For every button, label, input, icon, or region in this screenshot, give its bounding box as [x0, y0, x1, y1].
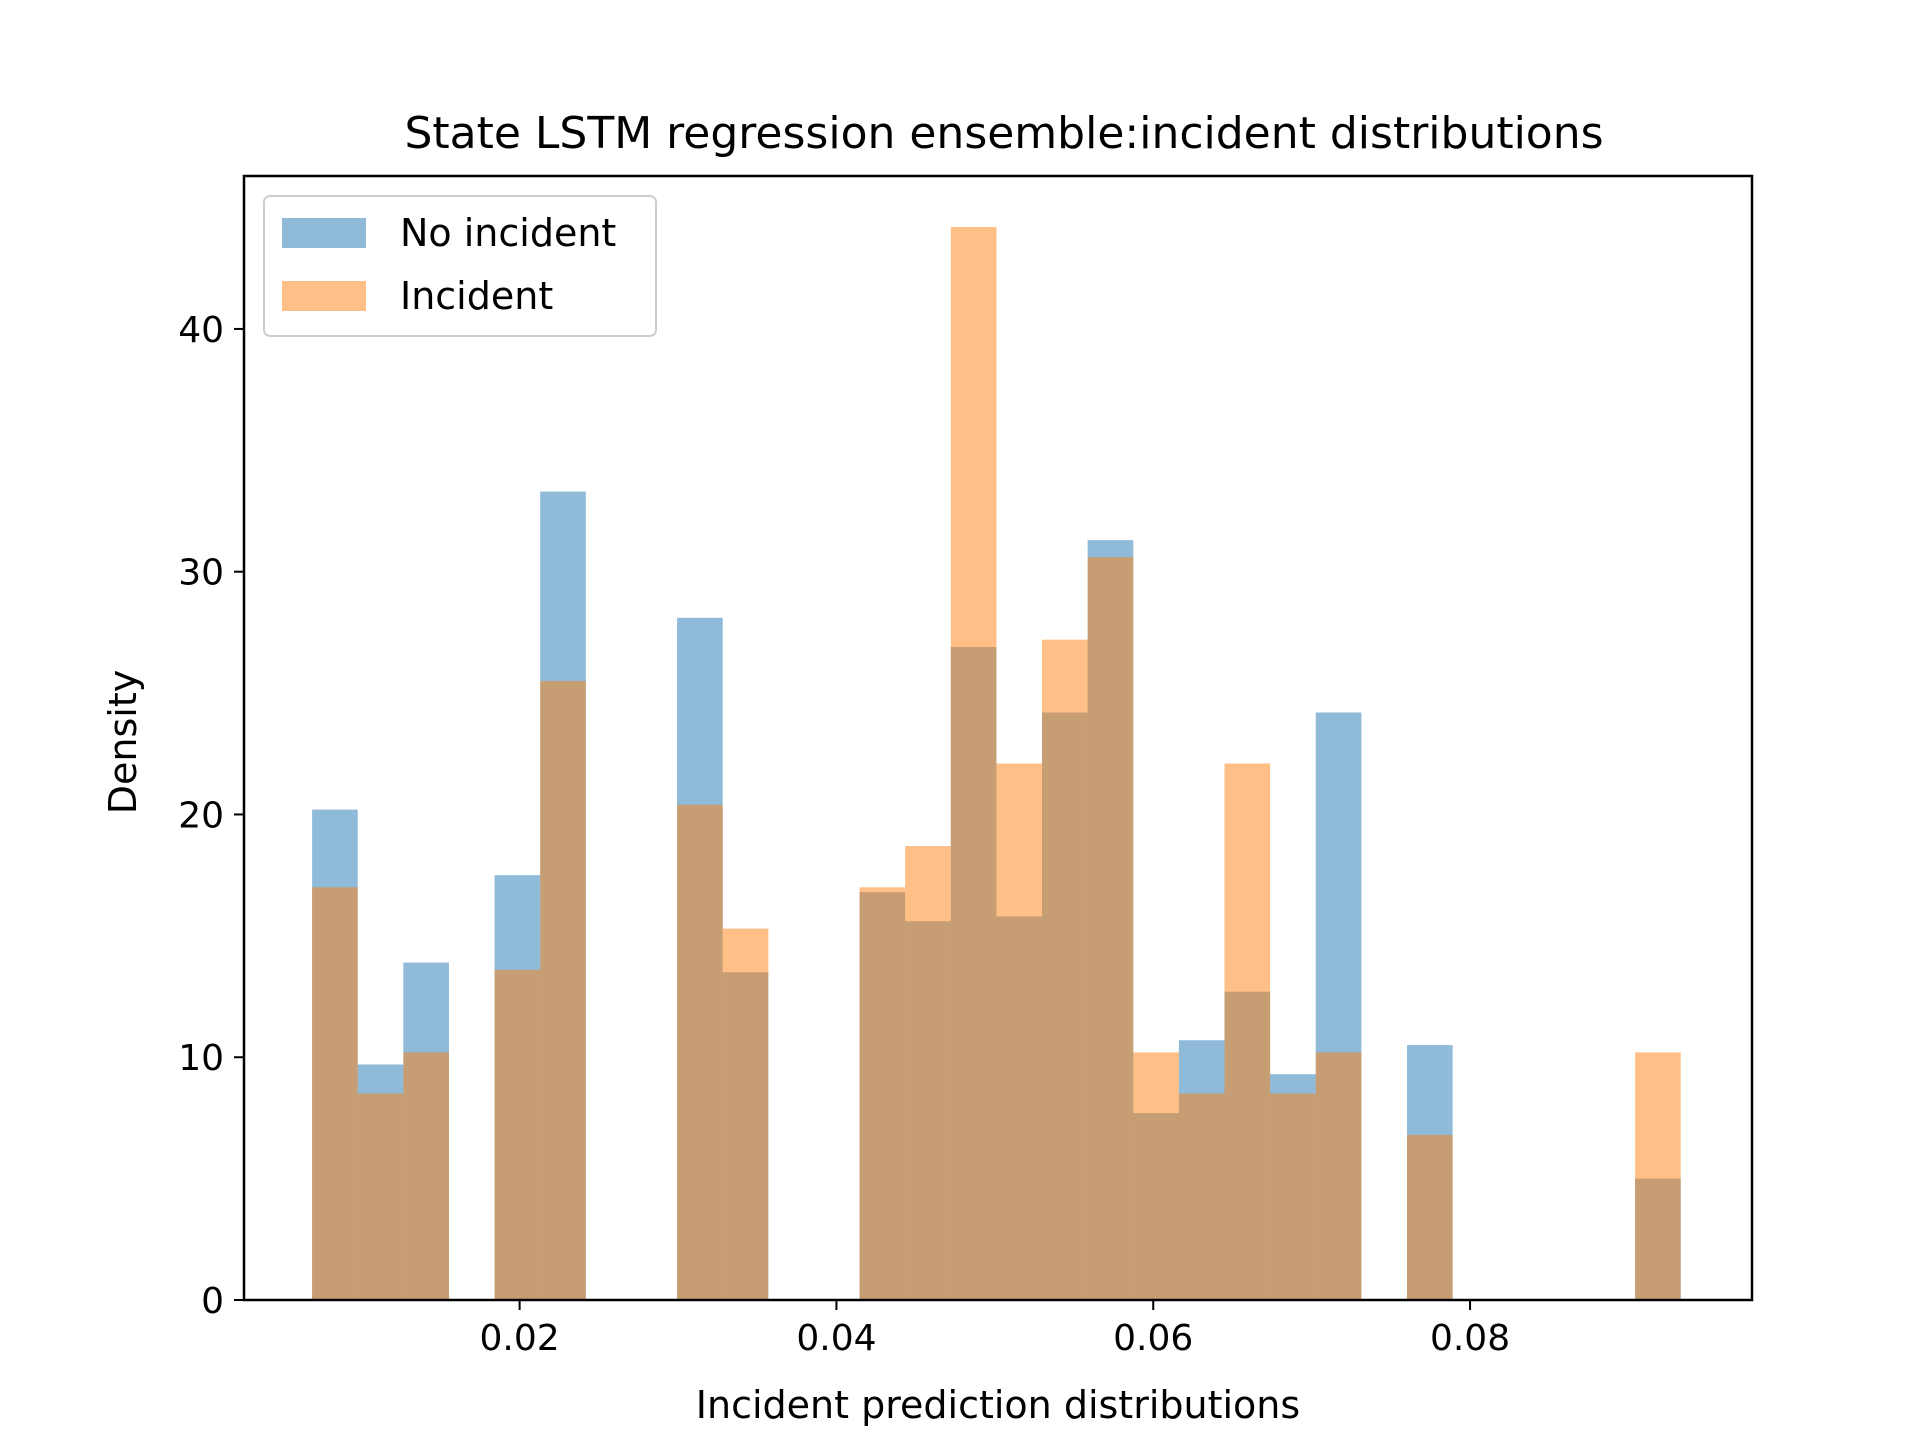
- bar-incident: [1635, 1052, 1681, 1300]
- bars-layer: [312, 226, 1681, 1300]
- bar-incident: [677, 804, 723, 1300]
- bar-incident: [1315, 1052, 1362, 1300]
- bar-incident: [1087, 557, 1134, 1300]
- legend: No incident Incident: [263, 195, 657, 337]
- bar-incident: [1133, 1052, 1179, 1300]
- bar-incident: [722, 928, 769, 1300]
- bar-incident: [905, 846, 951, 1300]
- bar-incident: [312, 887, 358, 1300]
- x-tick-label: 0.08: [1430, 1318, 1510, 1359]
- bar-incident: [1270, 1093, 1316, 1300]
- legend-label-incident: Incident: [400, 274, 553, 318]
- x-axis-label: Incident prediction distributions: [696, 1383, 1300, 1427]
- bar-incident: [357, 1093, 404, 1300]
- y-axis-label: Density: [101, 670, 145, 814]
- y-tick-label: 10: [178, 1038, 224, 1079]
- bar-incident: [540, 680, 586, 1300]
- bar-incident: [403, 1052, 449, 1300]
- bar-incident: [1406, 1134, 1453, 1300]
- x-axis: 0.02 0.04 0.06 0.08: [480, 1300, 1510, 1359]
- y-tick-label: 0: [201, 1281, 224, 1322]
- legend-swatch-no-incident: [282, 218, 366, 248]
- bar-incident: [950, 226, 997, 1300]
- legend-label-no-incident: No incident: [400, 211, 616, 255]
- x-tick-label: 0.06: [1113, 1318, 1193, 1359]
- x-tick-label: 0.04: [796, 1318, 876, 1359]
- x-tick-label: 0.02: [480, 1318, 560, 1359]
- chart-title: State LSTM regression ensemble:incident …: [404, 108, 1603, 159]
- y-tick-label: 20: [178, 795, 224, 836]
- y-axis: 0 10 20 30 40: [178, 310, 244, 1322]
- y-tick-label: 40: [178, 310, 224, 351]
- legend-swatch-incident: [282, 281, 366, 311]
- bar-incident: [1042, 639, 1088, 1300]
- bar-incident: [996, 763, 1043, 1300]
- bar-incident: [1224, 763, 1271, 1300]
- y-tick-label: 30: [178, 553, 224, 594]
- bar-incident: [859, 887, 906, 1300]
- bar-incident: [494, 969, 541, 1300]
- bar-incident: [1178, 1093, 1225, 1300]
- plot-frame: [242, 174, 1754, 1302]
